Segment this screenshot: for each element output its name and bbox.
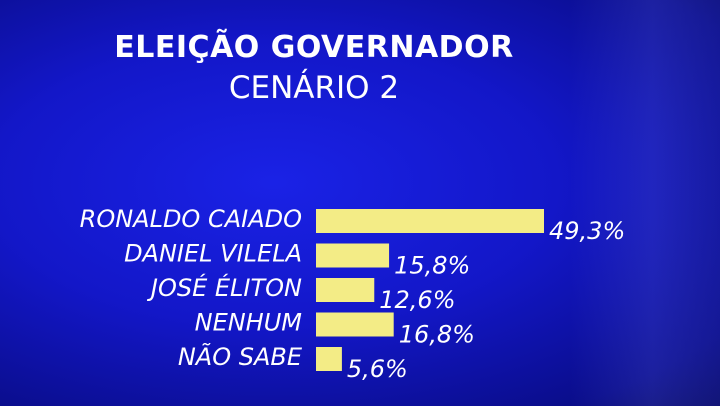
- category-label: JOSÉ ÉLITON: [147, 273, 302, 302]
- category-label: NÃO SABE: [178, 341, 303, 371]
- category-label: NENHUM: [195, 309, 303, 337]
- bar: [316, 312, 394, 337]
- category-label: RONALDO CAIADO: [80, 205, 302, 233]
- chart-title: ELEIÇÃO GOVERNADOR: [114, 30, 514, 65]
- data-label: 12,6%: [379, 286, 455, 314]
- category-label: DANIEL VILELA: [124, 240, 302, 268]
- data-label: 16,8%: [399, 321, 475, 349]
- bar: [316, 209, 544, 233]
- bar: [316, 243, 390, 268]
- bar: [316, 278, 375, 302]
- chart-subtitle: CENÁRIO 2: [228, 70, 400, 106]
- data-label: 15,8%: [394, 252, 470, 280]
- bar: [316, 347, 342, 371]
- data-label: 49,3%: [549, 217, 625, 245]
- data-label: 5,6%: [347, 355, 408, 383]
